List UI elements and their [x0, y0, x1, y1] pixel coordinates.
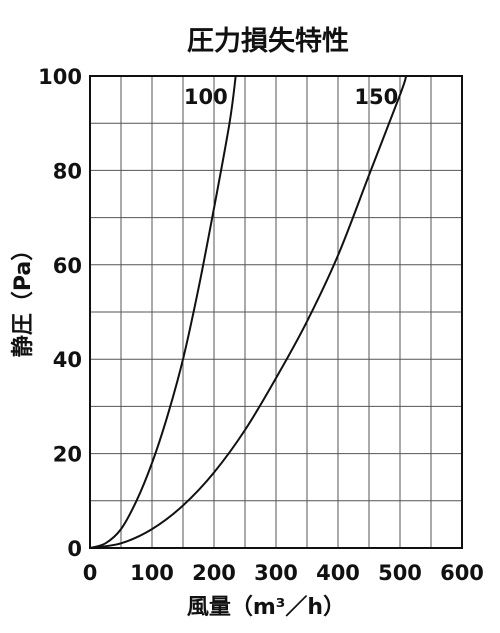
- tick-layer: 0 100 200 300 400 500 600 0 20 40 60 80 100: [38, 65, 484, 585]
- x-tick-label: 400: [316, 561, 360, 585]
- y-axis-label: 静圧（Pa）: [10, 239, 36, 357]
- curve-label-150: 150: [354, 85, 398, 109]
- curve-100: [89, 75, 237, 549]
- curve-label-100: 100: [184, 85, 228, 109]
- x-tick-label: 0: [83, 561, 98, 585]
- plot-frame: [89, 75, 463, 549]
- x-axis-label: 風量（m³／h）: [187, 595, 345, 620]
- y-tick-label: 100: [38, 65, 82, 89]
- x-tick-label: 500: [378, 561, 422, 585]
- grid-layer: [90, 76, 462, 548]
- chart-title: 圧力損失特性: [187, 26, 349, 57]
- x-tick-label: 600: [440, 561, 484, 585]
- y-tick-label: 80: [53, 159, 82, 183]
- curve-150: [89, 75, 408, 549]
- y-tick-label: 0: [67, 537, 82, 561]
- x-tick-label: 100: [130, 561, 174, 585]
- y-tick-label: 40: [53, 348, 82, 372]
- curve-layer: 100 150: [89, 75, 408, 549]
- x-tick-label: 300: [254, 561, 298, 585]
- y-tick-label: 60: [53, 254, 82, 278]
- y-tick-label: 20: [53, 443, 82, 467]
- x-tick-label: 200: [192, 561, 236, 585]
